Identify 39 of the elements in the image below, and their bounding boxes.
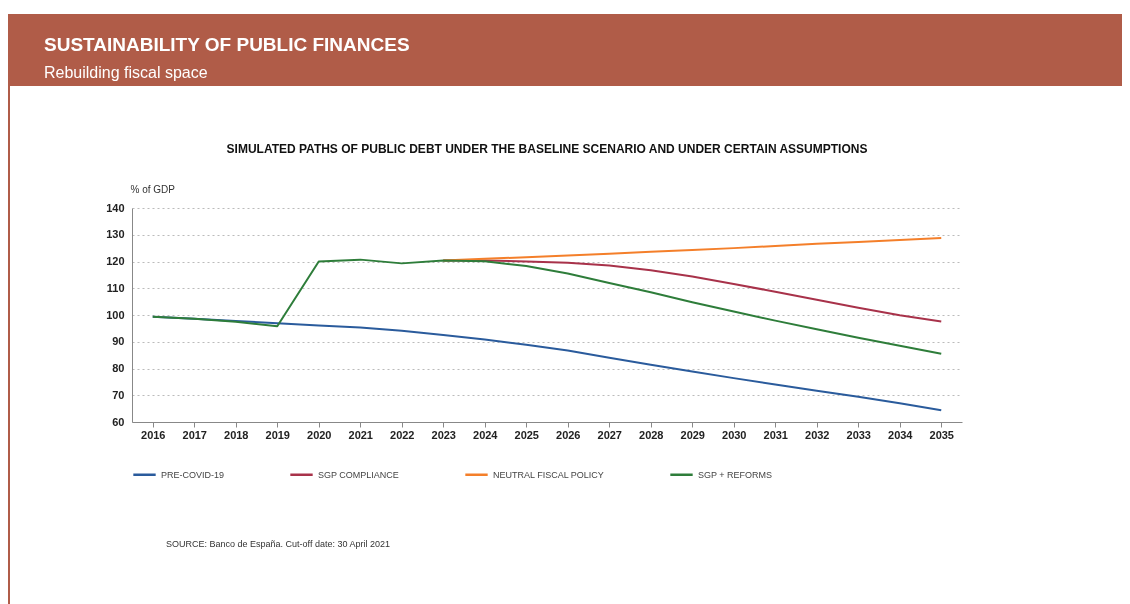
- y-tick-label: 80: [112, 362, 125, 374]
- x-tick-label: 2027: [597, 428, 622, 441]
- x-tick-label: 2031: [763, 428, 788, 441]
- legend-label: SGP + REFORMS: [698, 469, 773, 480]
- y-tick-label: 70: [112, 388, 125, 401]
- y-tick-label: 100: [106, 308, 125, 321]
- x-tick-label: 2020: [307, 428, 332, 441]
- y-tick-label: 130: [106, 228, 125, 241]
- x-tick-label: 2034: [888, 428, 914, 441]
- line-series: [151, 258, 943, 355]
- x-tick-label: 2028: [639, 428, 664, 441]
- x-tick-label: 2029: [680, 428, 705, 441]
- text: SIMULATED PATHS OF PUBLIC DEBT UNDER THE BASELINE SCENARIO AND UNDER CERTAIN ASSUMPTIONS: [226, 142, 868, 156]
- x-tick-label: 2019: [265, 428, 290, 441]
- x-tick-label: 2017: [182, 428, 207, 441]
- chart-subtitle: Rebuilding fiscal space: [44, 64, 208, 82]
- y-tick-label: 60: [112, 415, 125, 428]
- x-tick-label: 2026: [556, 428, 581, 441]
- y-tick-label: 90: [112, 335, 125, 348]
- x-tick-label: 2024: [473, 428, 499, 441]
- y-axis-title: % of GDP: [130, 183, 176, 195]
- legend-label: PRE-COVID-19: [161, 469, 225, 480]
- x-tick-label: 2025: [514, 428, 539, 441]
- x-tick-label: 2016: [141, 428, 166, 441]
- source-note: SOURCE: Banco de España. Cut-off date: 30 April 2021: [166, 539, 390, 549]
- legend-label: SGP COMPLIANCE: [318, 469, 399, 480]
- y-tick-label: 120: [106, 255, 125, 267]
- x-tick-label: 2035: [929, 428, 954, 441]
- x-tick-label: 2018: [224, 428, 249, 441]
- y-tick-label: 110: [106, 281, 125, 294]
- x-tick-label: 2032: [805, 428, 830, 441]
- legend-label: NEUTRAL FISCAL POLICY: [493, 469, 604, 480]
- x-tick-label: 2021: [348, 428, 373, 441]
- x-tick-label: 2023: [431, 428, 456, 441]
- x-tick-label: 2030: [722, 428, 747, 441]
- y-tick-label: 140: [106, 201, 125, 214]
- x-tick-label: 2033: [846, 428, 871, 441]
- x-tick-label: 2022: [390, 428, 415, 441]
- chart-title: SUSTAINABILITY OF PUBLIC FINANCES: [44, 34, 410, 56]
